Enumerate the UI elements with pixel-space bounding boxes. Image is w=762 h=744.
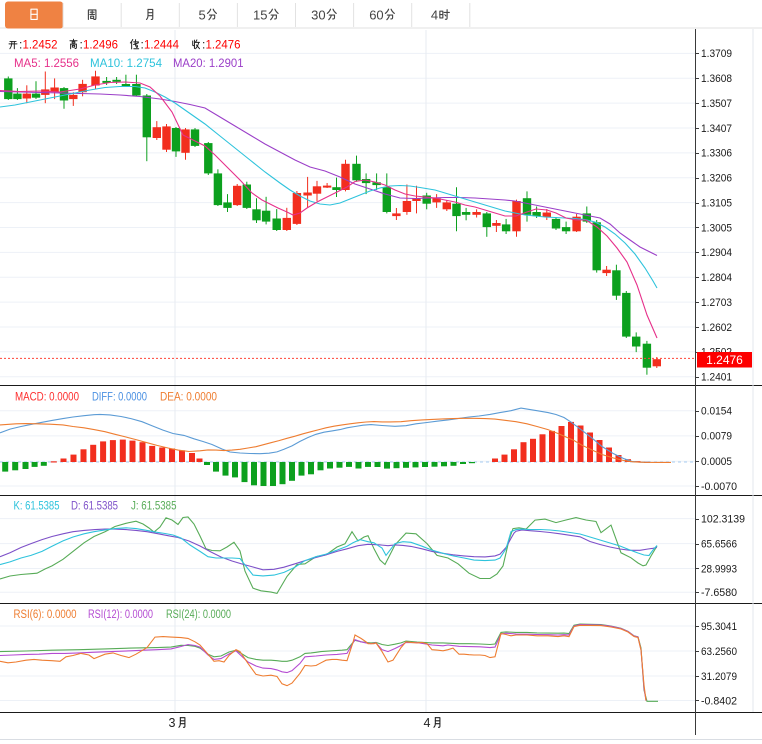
svg-text:15: 15 (253, 8, 267, 23)
svg-text:RSI(12): 0.0000: RSI(12): 0.0000 (88, 609, 153, 621)
svg-text::: : (80, 38, 83, 52)
svg-text:D: 61.5385: D: 61.5385 (71, 501, 118, 513)
svg-text:1.2401: 1.2401 (701, 372, 732, 384)
svg-text:MA20: 1.2901: MA20: 1.2901 (173, 56, 244, 70)
svg-text:3: 3 (169, 716, 176, 730)
svg-text:1.2703: 1.2703 (701, 297, 732, 309)
svg-text:28.9993: 28.9993 (701, 563, 737, 575)
svg-text:1.3306: 1.3306 (701, 148, 732, 160)
svg-text:RSI(24): 0.0000: RSI(24): 0.0000 (166, 609, 231, 621)
svg-text:-0.8402: -0.8402 (701, 695, 737, 707)
svg-text:MA5: 1.2556: MA5: 1.2556 (14, 56, 79, 70)
svg-text:4: 4 (431, 8, 438, 23)
svg-text:1.3105: 1.3105 (701, 197, 732, 209)
svg-text:1.2444: 1.2444 (144, 38, 179, 52)
svg-text:1.2602: 1.2602 (701, 322, 732, 334)
svg-text:60: 60 (369, 8, 383, 23)
svg-text:0.0079: 0.0079 (701, 431, 732, 443)
svg-text:K: 61.5385: K: 61.5385 (14, 501, 60, 513)
svg-text:65.6566: 65.6566 (701, 538, 737, 550)
svg-text:1.2476: 1.2476 (706, 353, 743, 367)
svg-text:5: 5 (199, 8, 206, 23)
svg-text:-7.6580: -7.6580 (701, 587, 737, 599)
svg-text:102.3139: 102.3139 (701, 513, 745, 525)
svg-text:95.3041: 95.3041 (701, 621, 737, 633)
svg-text:1.3005: 1.3005 (701, 222, 732, 234)
svg-text:DIFF: 0.0000: DIFF: 0.0000 (92, 390, 147, 404)
svg-text:J: 61.5385: J: 61.5385 (131, 501, 177, 513)
svg-text:1.3608: 1.3608 (701, 73, 732, 85)
svg-text:1.3507: 1.3507 (701, 98, 732, 110)
svg-text:MACD: 0.0000: MACD: 0.0000 (15, 390, 79, 404)
svg-text:30: 30 (311, 8, 325, 23)
svg-text:1.2452: 1.2452 (23, 38, 58, 52)
svg-text:1.2804: 1.2804 (701, 272, 732, 284)
svg-text:31.2079: 31.2079 (701, 671, 737, 683)
svg-text:1.3407: 1.3407 (701, 123, 732, 135)
svg-text::: : (19, 38, 22, 52)
svg-text:0.0154: 0.0154 (701, 406, 732, 418)
svg-text:DEA: 0.0000: DEA: 0.0000 (160, 390, 217, 404)
svg-text:RSI(6): 0.0000: RSI(6): 0.0000 (14, 609, 77, 621)
svg-text:MA10: 1.2754: MA10: 1.2754 (90, 56, 162, 70)
svg-text:1.3709: 1.3709 (701, 48, 732, 60)
svg-text:1.2496: 1.2496 (83, 38, 118, 52)
svg-text::: : (141, 38, 144, 52)
svg-text:63.2560: 63.2560 (701, 646, 737, 658)
svg-text:4: 4 (424, 716, 431, 730)
svg-text:1.2904: 1.2904 (701, 247, 732, 259)
svg-text:0.0005: 0.0005 (701, 456, 732, 468)
svg-text::: : (202, 38, 205, 52)
svg-text:1.3206: 1.3206 (701, 173, 732, 185)
svg-text:1.2476: 1.2476 (206, 38, 241, 52)
svg-text:-0.0070: -0.0070 (701, 481, 737, 493)
